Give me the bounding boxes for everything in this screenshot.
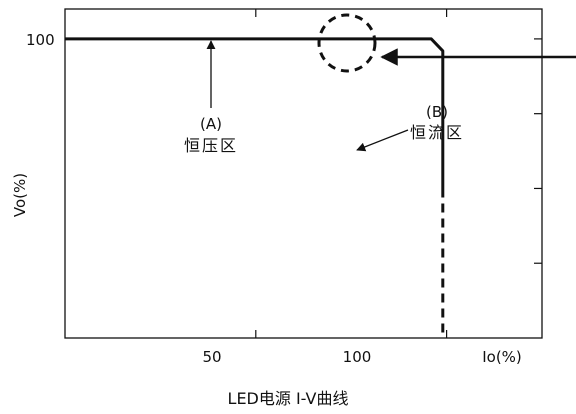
region-b-arrow bbox=[356, 129, 409, 152]
x-tick-label-50: 50 bbox=[202, 348, 221, 366]
y-axis-label: Vo(%) bbox=[11, 173, 29, 217]
x-axis-label: Io(%) bbox=[482, 348, 522, 366]
chart-caption: LED电源 I-V曲线 bbox=[228, 389, 349, 408]
x-tick-label-100: 100 bbox=[343, 348, 372, 366]
series-line-solid-0 bbox=[65, 37, 445, 189]
plot-frame bbox=[64, 8, 543, 339]
region-b-code: (B) bbox=[426, 103, 448, 121]
transition-highlight-circle bbox=[317, 13, 377, 73]
region-b-label: 恒流区 bbox=[410, 123, 464, 142]
region-a-code: (A) bbox=[200, 115, 222, 133]
y-tick-label-100: 100 bbox=[26, 31, 55, 49]
region-a-label: 恒压区 bbox=[184, 136, 238, 155]
axis-ticks bbox=[65, 9, 542, 338]
series-layer bbox=[65, 37, 445, 338]
